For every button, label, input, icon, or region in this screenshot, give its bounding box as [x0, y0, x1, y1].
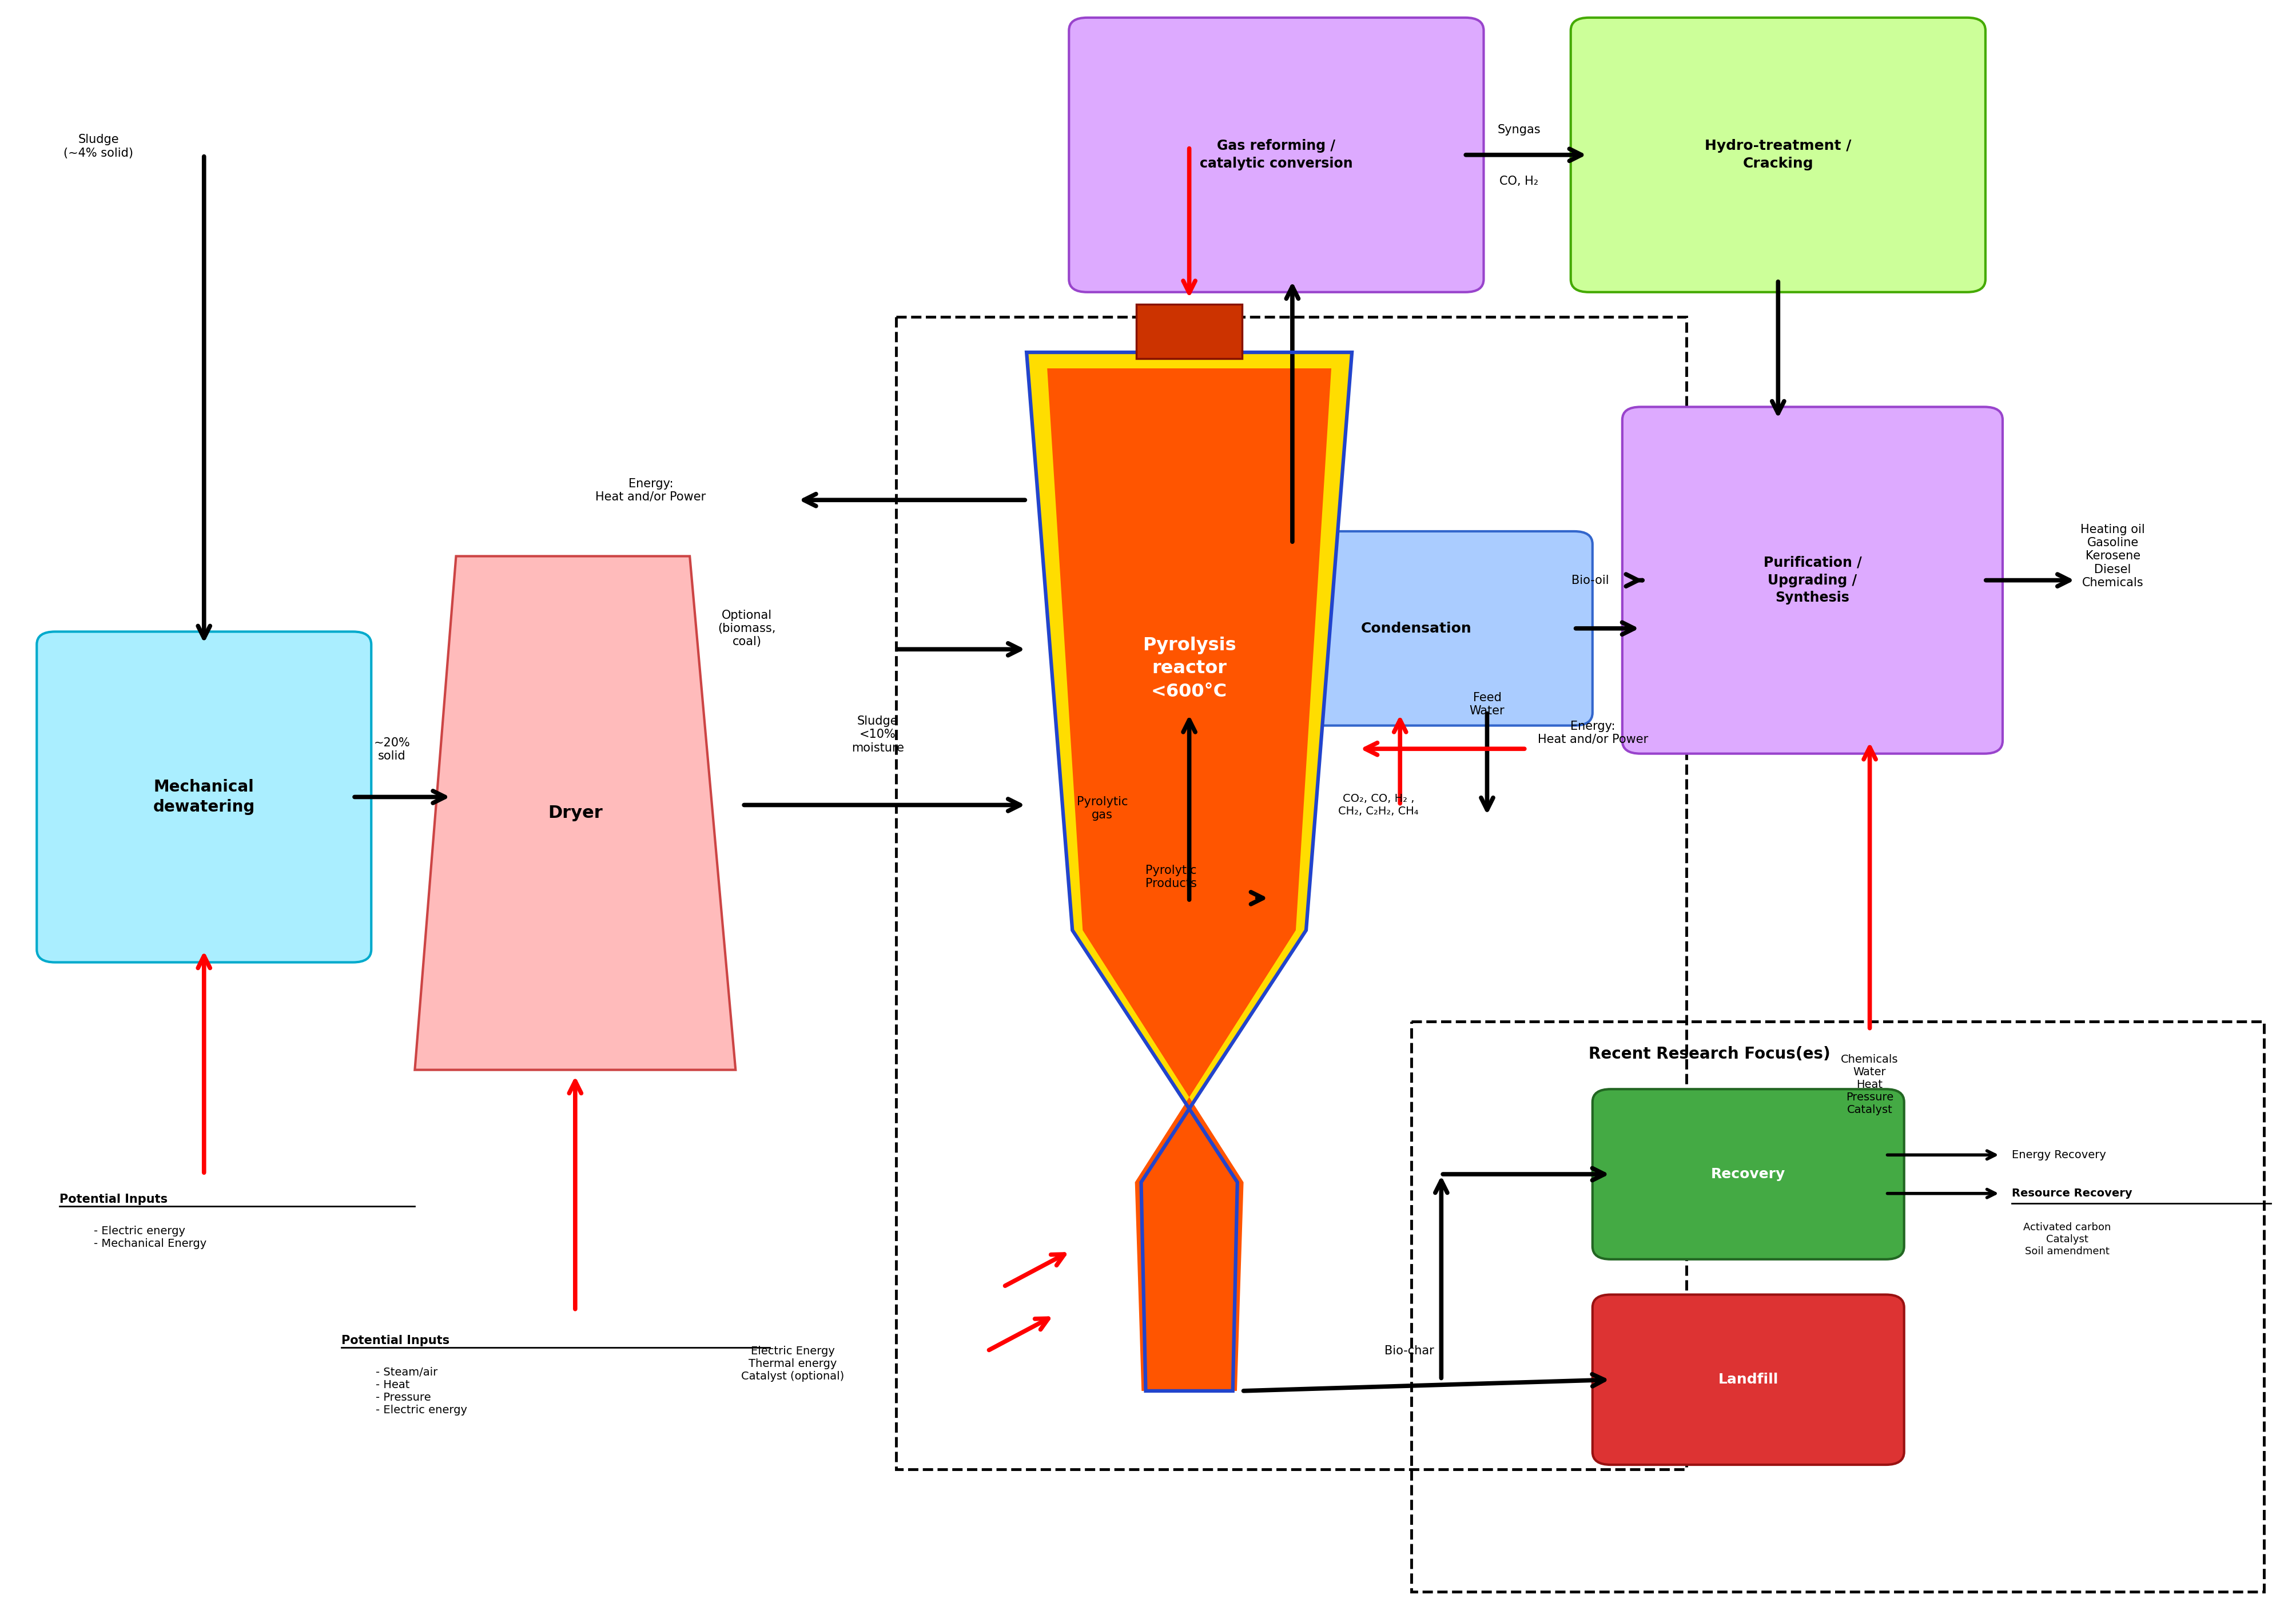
Polygon shape	[1047, 369, 1332, 1391]
Text: Resource Recovery: Resource Recovery	[2011, 1188, 2133, 1199]
Text: Optional
(biomass,
coal): Optional (biomass, coal)	[719, 610, 776, 647]
Bar	[1412, 1022, 2264, 1592]
Text: Landfill: Landfill	[1717, 1373, 1779, 1386]
FancyBboxPatch shape	[1593, 1294, 1903, 1465]
Text: Electric Energy
Thermal energy
Catalyst (optional): Electric Energy Thermal energy Catalyst …	[742, 1346, 845, 1381]
Bar	[895, 317, 1688, 1470]
Text: Bio-char: Bio-char	[1384, 1344, 1435, 1357]
Text: Potential Inputs: Potential Inputs	[60, 1193, 168, 1204]
Polygon shape	[1026, 353, 1352, 1391]
Text: Pyrolytic
Products: Pyrolytic Products	[1146, 865, 1196, 890]
Text: Chemicals
Water
Heat
Pressure
Catalyst: Chemicals Water Heat Pressure Catalyst	[1841, 1055, 1899, 1116]
Text: Activated carbon
Catalyst
Soil amendment: Activated carbon Catalyst Soil amendment	[2023, 1222, 2110, 1256]
Text: Pyrolytic
gas: Pyrolytic gas	[1077, 795, 1127, 821]
FancyBboxPatch shape	[1240, 531, 1593, 726]
Text: Sludge
(~4% solid): Sludge (~4% solid)	[64, 134, 133, 159]
FancyBboxPatch shape	[1070, 18, 1483, 291]
Polygon shape	[416, 555, 735, 1071]
Text: Purification /
Upgrading /
Synthesis: Purification / Upgrading / Synthesis	[1763, 555, 1862, 605]
Text: Energy:
Heat and/or Power: Energy: Heat and/or Power	[1538, 720, 1649, 745]
Text: Energy Recovery: Energy Recovery	[2011, 1150, 2105, 1161]
Text: Sludge
<10%
moisture: Sludge <10% moisture	[852, 716, 905, 753]
Text: Pyrolysis
reactor
<600°C: Pyrolysis reactor <600°C	[1143, 636, 1235, 700]
Text: Dryer: Dryer	[549, 805, 602, 821]
FancyBboxPatch shape	[1593, 1088, 1903, 1259]
Text: Potential Inputs: Potential Inputs	[342, 1335, 450, 1346]
FancyBboxPatch shape	[37, 631, 372, 963]
Text: Energy:
Heat and/or Power: Energy: Heat and/or Power	[595, 478, 707, 502]
Text: Feed
Water: Feed Water	[1469, 692, 1504, 716]
Text: Syngas: Syngas	[1497, 124, 1541, 135]
Text: Mechanical
dewatering: Mechanical dewatering	[154, 779, 255, 815]
Text: Hydro-treatment /
Cracking: Hydro-treatment / Cracking	[1706, 138, 1851, 171]
Text: ~20%
solid: ~20% solid	[374, 737, 411, 762]
Text: - Electric energy
- Mechanical Energy: - Electric energy - Mechanical Energy	[94, 1225, 207, 1249]
Text: CO₂, CO, H₂ ,
CH₂, C₂H₂, CH₄: CO₂, CO, H₂ , CH₂, C₂H₂, CH₄	[1339, 794, 1419, 816]
Text: Recent Research Focus(es): Recent Research Focus(es)	[1589, 1046, 1830, 1063]
Text: CO, H₂: CO, H₂	[1499, 175, 1538, 187]
Text: Condensation: Condensation	[1362, 621, 1472, 636]
Text: Gas reforming /
catalytic conversion: Gas reforming / catalytic conversion	[1201, 138, 1352, 171]
Text: Recovery: Recovery	[1711, 1167, 1786, 1182]
FancyBboxPatch shape	[1623, 407, 2002, 753]
Text: Heating oil
Gasoline
Kerosene
Diesel
Chemicals: Heating oil Gasoline Kerosene Diesel Che…	[2080, 523, 2144, 588]
Text: - Steam/air
- Heat
- Pressure
- Electric energy: - Steam/air - Heat - Pressure - Electric…	[377, 1367, 468, 1415]
Text: Bio-oil: Bio-oil	[1570, 575, 1609, 586]
Polygon shape	[1137, 304, 1242, 359]
FancyBboxPatch shape	[1570, 18, 1986, 291]
